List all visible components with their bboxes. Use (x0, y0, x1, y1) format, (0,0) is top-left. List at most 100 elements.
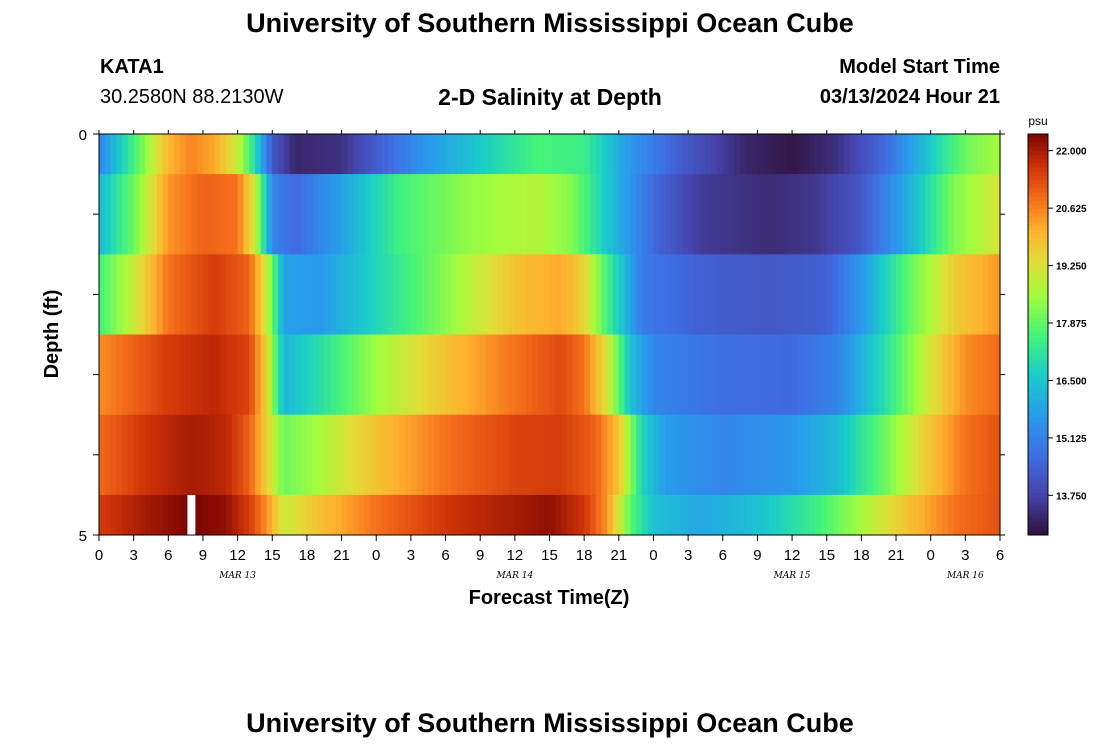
heatmap-cell (127, 414, 135, 496)
heatmap-cell (353, 134, 360, 175)
heatmap-cell (99, 174, 106, 255)
heatmap-cell (226, 254, 233, 335)
heatmap-cell (584, 134, 591, 175)
heatmap-cell (740, 334, 747, 416)
colorbar-segment (1028, 175, 1048, 181)
heatmap-cell (260, 414, 268, 496)
heatmap-cell (537, 414, 545, 496)
heatmap-cell (815, 334, 822, 416)
heatmap-cell (122, 494, 129, 536)
heatmap-cell (797, 494, 805, 536)
colorbar-segment (1028, 313, 1048, 319)
heatmap-cell (468, 254, 476, 335)
heatmap-cell (924, 414, 932, 496)
heatmap-cell (613, 334, 620, 416)
heatmap-cell (965, 334, 972, 416)
colorbar-segment (1028, 384, 1048, 390)
heatmap-cell (243, 174, 250, 255)
heatmap-cell (578, 494, 585, 536)
heatmap-cell (445, 134, 452, 175)
heatmap-cell (168, 254, 175, 335)
colorbar-segment (1028, 209, 1048, 214)
heatmap-cell (497, 414, 504, 496)
heatmap-cell (324, 254, 331, 335)
heatmap-cell (324, 494, 331, 536)
colorbar-segment (1028, 518, 1048, 523)
heatmap-cell (405, 414, 412, 496)
heatmap-cell (503, 494, 510, 536)
x-tick-label: 0 (927, 547, 935, 564)
heatmap-cell (884, 174, 891, 255)
heatmap-cell (416, 134, 424, 175)
colorbar-segment (1028, 451, 1048, 457)
heatmap-cell (786, 134, 793, 175)
heatmap-cell (849, 334, 857, 416)
heatmap-cell (220, 334, 227, 416)
heatmap-cell (197, 414, 204, 496)
heatmap-cell (422, 134, 429, 175)
heatmap-cell (156, 254, 164, 335)
heatmap-cell (780, 254, 787, 335)
heatmap-cell (405, 334, 412, 416)
heatmap-cell (260, 494, 268, 536)
heatmap-cell (994, 174, 1001, 255)
heatmap-cell (659, 134, 666, 175)
heatmap-cell (168, 134, 175, 175)
heatmap-cell (838, 494, 845, 536)
heatmap-cell (462, 414, 470, 496)
heatmap-cell (919, 334, 926, 416)
heatmap-cell (520, 494, 527, 536)
heatmap-cell (422, 254, 429, 335)
x-tick-label: 15 (818, 547, 835, 564)
heatmap-cell (647, 134, 655, 175)
heatmap-cell (803, 174, 811, 255)
heatmap-cell (451, 174, 458, 255)
heatmap-cell (693, 494, 701, 536)
heatmap-cell (624, 334, 631, 416)
station-id: KATA1 (100, 56, 164, 78)
day-label: MAR 15 (773, 571, 811, 581)
heatmap-cell (768, 134, 776, 175)
heatmap-cell (162, 134, 169, 175)
heatmap-cell (174, 494, 181, 536)
heatmap-cell (295, 414, 302, 496)
heatmap-cell (462, 494, 470, 536)
heatmap-cell (393, 414, 400, 496)
heatmap-cell (208, 414, 216, 496)
heatmap-cell (295, 134, 302, 175)
heatmap-cell (387, 414, 395, 496)
heatmap-cell (318, 414, 325, 496)
heatmap-cell (416, 494, 424, 536)
heatmap-cell (220, 254, 227, 335)
heatmap-cell (653, 254, 660, 335)
colorbar-segment (1028, 225, 1048, 231)
heatmap-cell (306, 334, 314, 416)
heatmap-cell (139, 414, 146, 496)
heatmap-cell (867, 174, 874, 255)
colorbar-segment (1028, 342, 1048, 348)
heatmap-cell (595, 254, 603, 335)
colorbar-segment (1028, 351, 1048, 356)
heatmap-cell (104, 494, 112, 536)
heatmap-cell (907, 254, 914, 335)
heatmap-cell (306, 414, 314, 496)
colorbar-segment (1028, 463, 1048, 469)
heatmap-cell (179, 494, 187, 536)
heatmap-cell (324, 174, 331, 255)
heatmap-cell (457, 254, 464, 335)
heatmap-cell (301, 174, 308, 255)
heatmap-cell (988, 494, 995, 536)
heatmap-cell (353, 334, 360, 416)
heatmap-cell (491, 494, 499, 536)
heatmap-cell (699, 494, 707, 536)
heatmap-cell (110, 174, 117, 255)
heatmap-cell (705, 254, 712, 335)
heatmap-cell (826, 494, 834, 536)
heatmap-cell (624, 414, 631, 496)
heatmap-cell (191, 134, 198, 175)
heatmap-cell (688, 494, 695, 536)
heatmap-cell (959, 414, 966, 496)
heatmap-cell (416, 254, 424, 335)
heatmap-cell (174, 254, 181, 335)
heatmap-cell (913, 334, 920, 416)
